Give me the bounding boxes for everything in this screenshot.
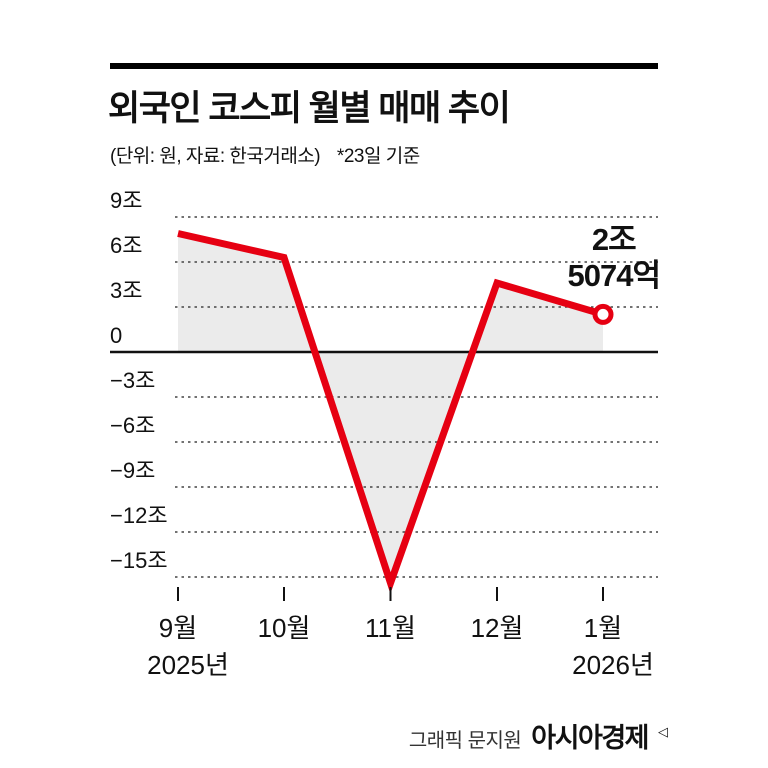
credit-line: 그래픽 문지원 아시아경제 ◁ [409, 716, 668, 755]
y-axis-label: 9조 [110, 188, 142, 213]
credit-byline: 그래픽 문지원 [408, 730, 522, 752]
annotation-line2: 5074억 [567, 257, 661, 293]
y-axis-label: 6조 [110, 233, 142, 258]
x-axis-year-label: 2025년 [147, 650, 229, 680]
y-axis-label: 0 [110, 323, 122, 348]
asiae-logo-mark: ◁ [658, 724, 668, 739]
series-line [177, 230, 604, 594]
y-axis-label: −3조 [110, 368, 155, 393]
last-point-marker [592, 303, 614, 325]
top-rule [110, 63, 658, 69]
x-axis-label: 11월 [365, 613, 416, 643]
x-axis-label: 10월 [258, 613, 311, 643]
series-area-fill [178, 233, 603, 583]
y-axis-label: −9조 [110, 458, 155, 483]
x-axis-year-label: 2026년 [572, 650, 654, 680]
brand-logo-text: 아시아경제 [531, 723, 649, 753]
asof-note: *23일 기준 [336, 146, 420, 167]
x-axis-label: 12월 [471, 613, 524, 643]
y-axis-label: −15조 [110, 548, 168, 573]
page-title: 외국인 코스피 월별 매매 추이 [108, 89, 511, 128]
x-axis-label: 1월 [584, 613, 622, 643]
annotation-line1: 2조 [591, 222, 637, 257]
y-axis-label: −12조 [110, 503, 168, 528]
y-axis-label: −6조 [110, 413, 155, 438]
y-axis-label: 3조 [110, 278, 142, 303]
subtitle: (단위: 원, 자료: 한국거래소) *23일 기준 [110, 141, 420, 168]
x-axis-label: 9월 [159, 613, 197, 643]
unit-source-label: (단위: 원, 자료: 한국거래소) [110, 146, 321, 167]
last-value-annotation: 2조 5074억 [567, 222, 661, 294]
